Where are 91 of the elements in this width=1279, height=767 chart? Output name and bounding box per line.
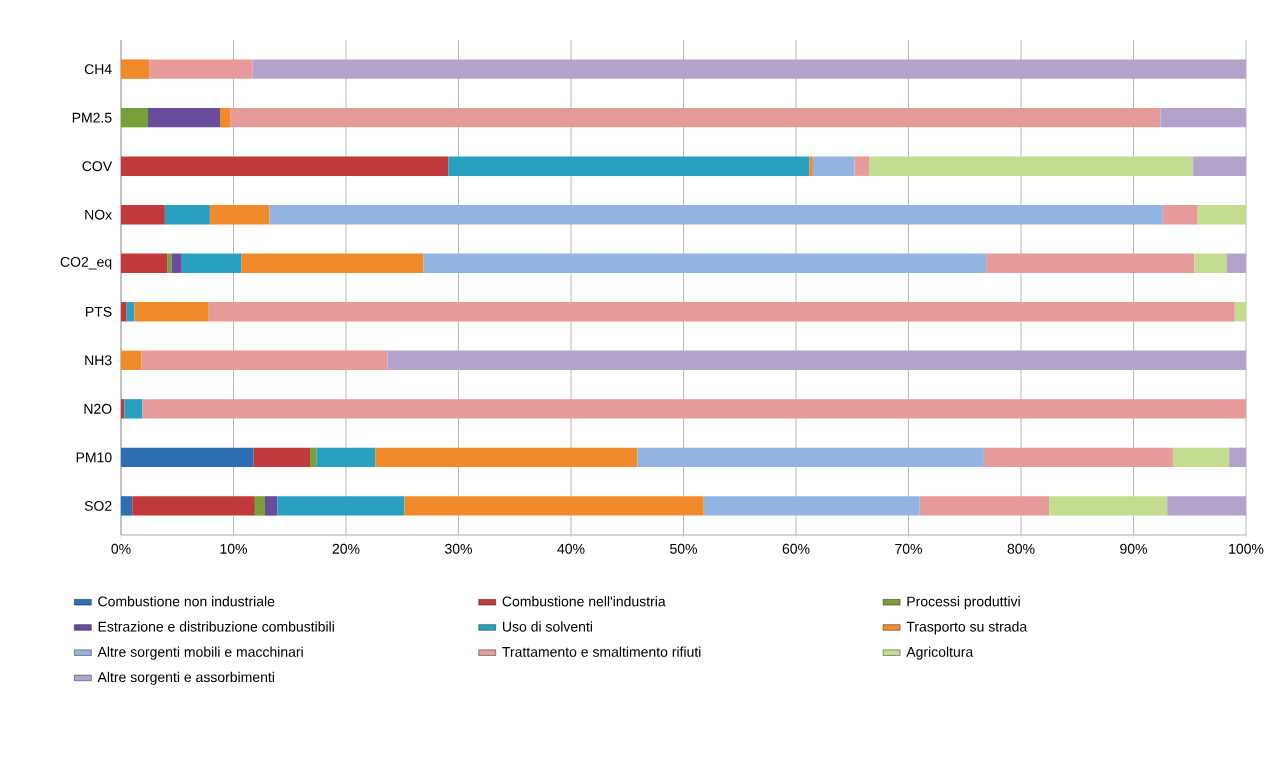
x-tick-label: 100% xyxy=(1229,543,1264,554)
bar xyxy=(230,107,1161,128)
bar xyxy=(254,496,265,516)
y-tick-label: PM10 xyxy=(76,452,112,463)
bar xyxy=(121,350,142,371)
y-tick-label: COV xyxy=(82,161,113,172)
x-tick-label: 80% xyxy=(1007,543,1035,554)
bar xyxy=(209,205,270,225)
x-tick-label: 0% xyxy=(111,543,131,554)
bar xyxy=(703,496,920,516)
bar xyxy=(854,156,870,176)
x-tick-label: 30% xyxy=(445,543,473,554)
bar xyxy=(241,253,424,273)
legend-label: Agricoltura xyxy=(906,646,974,660)
bar xyxy=(809,156,813,176)
x-tick-label: 10% xyxy=(220,543,248,554)
bar xyxy=(121,59,150,79)
bar xyxy=(277,496,405,516)
legend-label: Altre sorgenti e assorbimenti xyxy=(97,671,274,685)
bar xyxy=(121,302,127,322)
bar xyxy=(265,496,278,516)
x-tick-label: 50% xyxy=(670,543,698,554)
bar xyxy=(181,253,242,273)
bar xyxy=(423,253,987,273)
legend-label: Processi produttivi xyxy=(907,596,1020,610)
legend-label: Trasporto su strada xyxy=(906,621,1028,635)
bar xyxy=(121,156,449,176)
bar xyxy=(253,447,310,468)
y-tick-label: CH4 xyxy=(84,64,112,75)
bar xyxy=(1194,253,1227,273)
bar xyxy=(121,447,254,468)
bar xyxy=(121,205,165,225)
x-tick-label: 20% xyxy=(332,543,360,554)
bar xyxy=(387,350,1247,371)
bar xyxy=(121,496,133,516)
bar xyxy=(1197,205,1247,225)
x-tick-label: 90% xyxy=(1120,543,1148,554)
legend-label: Trattamento e smaltimento rifiuti xyxy=(502,646,701,657)
bar xyxy=(220,107,231,128)
x-tick-label: 70% xyxy=(895,543,923,554)
bar xyxy=(1193,156,1247,176)
y-tick-label: CO2_eq xyxy=(60,256,112,270)
bar xyxy=(637,447,984,468)
bar xyxy=(448,156,810,176)
legend-label: Estrazione e distribuzione combustibili xyxy=(98,621,334,632)
y-tick-label: NOx xyxy=(85,209,112,220)
bar xyxy=(1160,107,1247,128)
bar xyxy=(208,302,1235,322)
legend-label: Combustione non industriale xyxy=(98,596,275,607)
bar xyxy=(986,253,1195,273)
bar xyxy=(134,302,209,322)
bar xyxy=(919,496,1050,516)
y-tick-label: N2O xyxy=(84,403,112,414)
bar xyxy=(1229,447,1247,468)
y-tick-label: NH3 xyxy=(85,355,112,366)
bar xyxy=(375,447,638,468)
bar xyxy=(121,399,125,419)
bar xyxy=(1226,253,1247,273)
bar xyxy=(1167,496,1247,516)
bar xyxy=(121,253,168,273)
legend-label: Combustione nell'industria xyxy=(502,596,666,607)
bar xyxy=(132,496,255,516)
bar xyxy=(1049,496,1168,516)
y-tick-label: PM2.5 xyxy=(72,112,112,123)
bar xyxy=(141,350,388,371)
bar xyxy=(171,253,182,273)
y-tick-label: PTS xyxy=(86,306,112,317)
x-tick-label: 40% xyxy=(557,543,585,554)
bar xyxy=(124,399,143,419)
bar xyxy=(310,447,317,468)
bar xyxy=(812,156,855,176)
bar xyxy=(1234,302,1247,322)
bar xyxy=(148,107,220,128)
x-tick-label: 60% xyxy=(782,543,810,554)
bar xyxy=(983,447,1173,468)
y-tick-label: SO2 xyxy=(84,500,112,511)
bar xyxy=(316,447,376,468)
bar xyxy=(869,156,1194,176)
bar xyxy=(404,496,704,516)
legend-label: Uso di solventi xyxy=(503,621,592,632)
bar xyxy=(164,205,210,225)
bar xyxy=(269,205,1163,225)
bar xyxy=(149,59,253,79)
bar xyxy=(126,302,135,322)
legend-label: Altre sorgenti mobili e macchinari xyxy=(97,646,303,660)
bar xyxy=(1162,205,1198,225)
bar xyxy=(121,107,148,128)
bar xyxy=(252,59,1247,79)
bar xyxy=(1172,447,1230,468)
bar xyxy=(167,253,172,273)
bar xyxy=(142,399,1247,419)
